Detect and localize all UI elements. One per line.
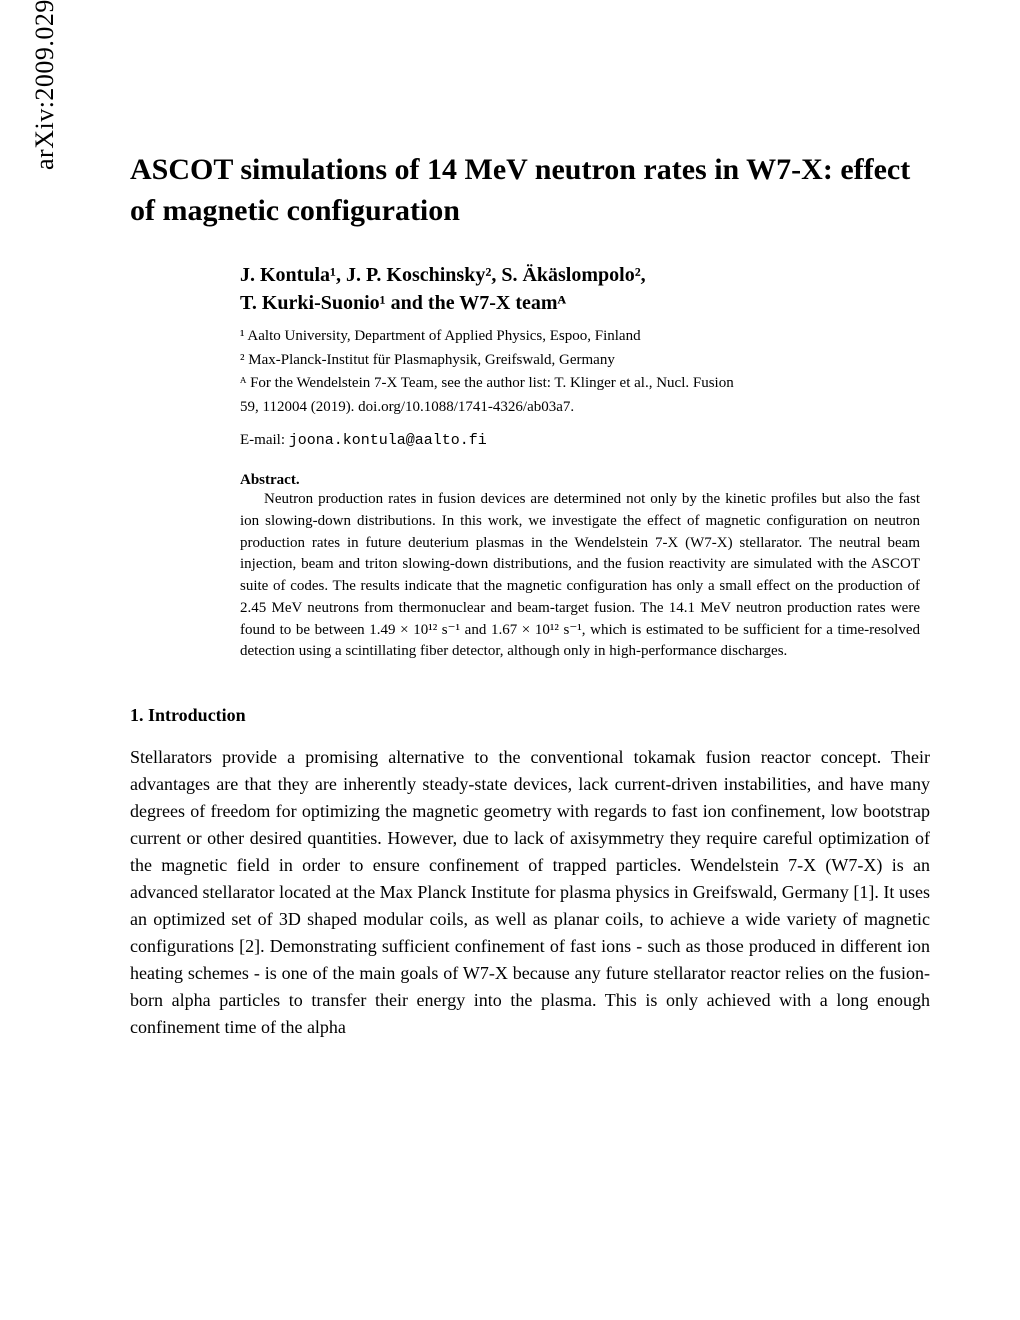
introduction-text: Stellarators provide a promising alterna…	[130, 744, 930, 1041]
authors-block: J. Kontula¹, J. P. Koschinsky², S. Äkäsl…	[240, 261, 930, 317]
abstract-heading: Abstract.	[240, 472, 300, 488]
authors-line-1: J. Kontula¹, J. P. Koschinsky², S. Äkäsl…	[240, 261, 930, 289]
paper-content: ASCOT simulations of 14 MeV neutron rate…	[130, 150, 930, 1041]
affiliation-1: ¹ Aalto University, Department of Applie…	[240, 325, 930, 348]
abstract-block: Abstract. Neutron production rates in fu…	[240, 471, 920, 663]
affiliation-team-1: ᴬ For the Wendelstein 7-X Team, see the …	[240, 372, 930, 395]
affiliation-team-2: 59, 112004 (2019). doi.org/10.1088/1741-…	[240, 396, 930, 419]
affiliations: ¹ Aalto University, Department of Applie…	[240, 325, 930, 418]
arxiv-identifier: arXiv:2009.02925v2 [physics.plasm-ph] 24…	[30, 0, 60, 170]
email-line: E-mail: joona.kontula@aalto.fi	[240, 432, 930, 449]
email-label: E-mail:	[240, 432, 289, 448]
affiliation-2: ² Max-Planck-Institut für Plasmaphysik, …	[240, 349, 930, 372]
email-address: joona.kontula@aalto.fi	[289, 432, 487, 449]
authors-line-2: T. Kurki-Suonio¹ and the W7-X teamᴬ	[240, 289, 930, 317]
paper-title: ASCOT simulations of 14 MeV neutron rate…	[130, 150, 930, 231]
section-1-heading: 1. Introduction	[130, 705, 930, 726]
abstract-text: Neutron production rates in fusion devic…	[240, 489, 920, 663]
